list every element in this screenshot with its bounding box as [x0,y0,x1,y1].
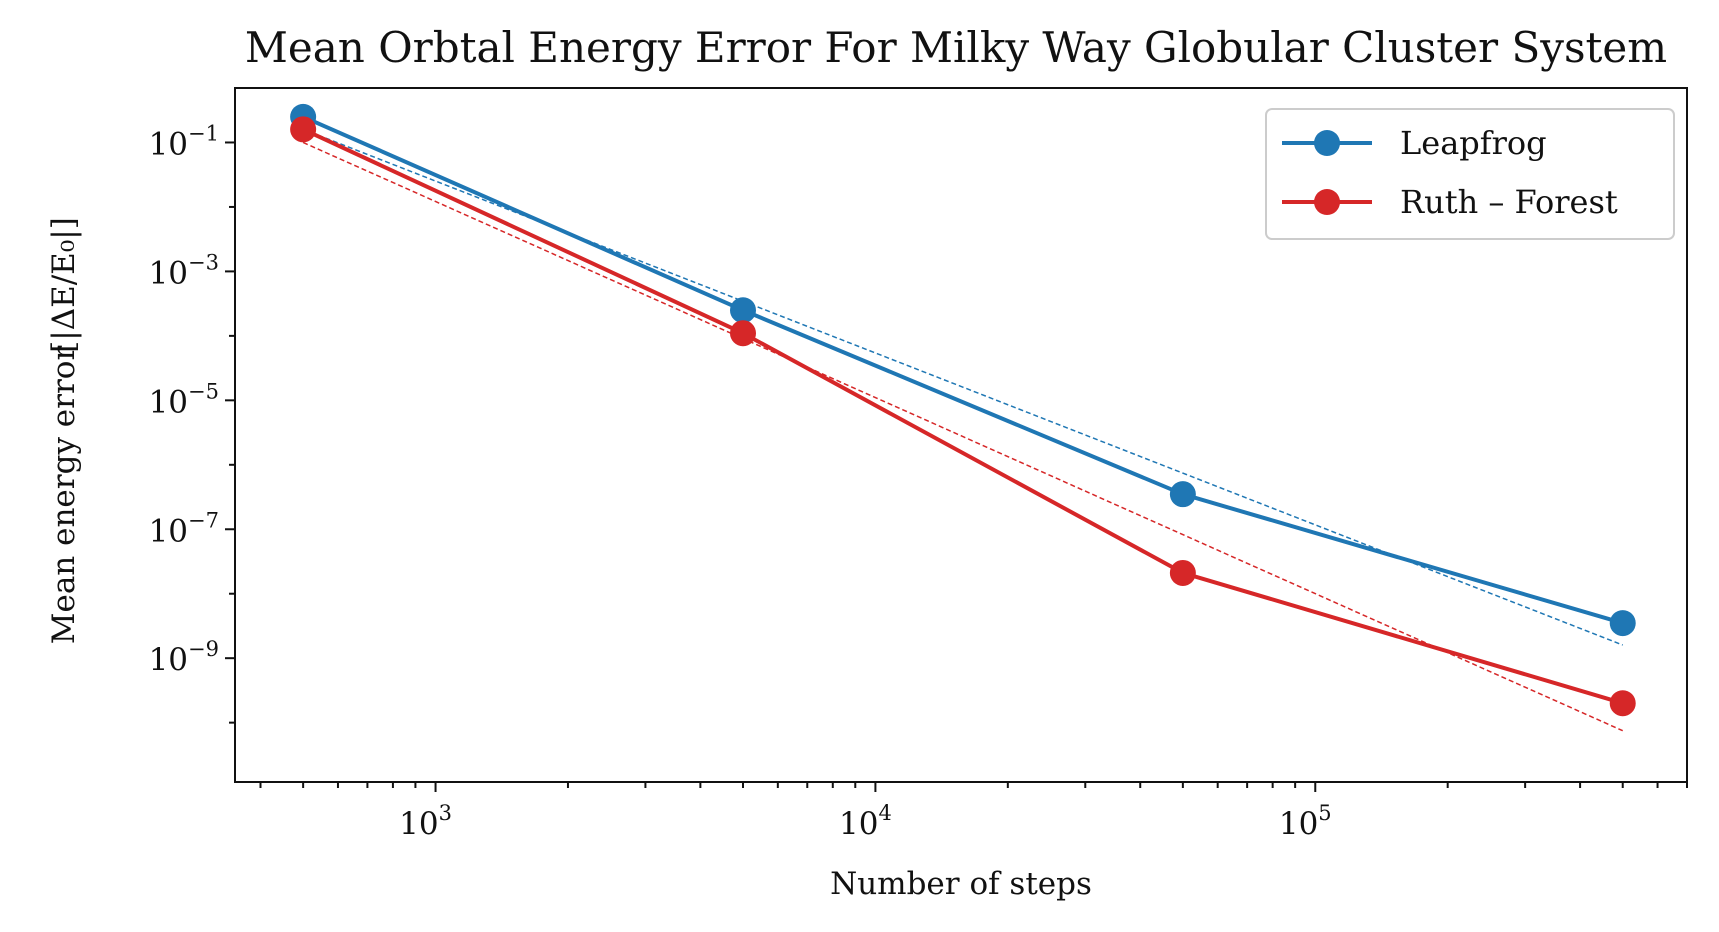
data-point-ruth-forest [729,320,756,347]
y-tick-exponent: −7 [188,508,219,532]
fit-line-ruth-forest [302,141,1624,732]
y-axis-ticks: 10−110−310−510−710−9 [149,121,235,724]
y-tick-label: 10−5 [149,379,219,420]
legend-marker-leapfrog [1314,130,1340,156]
y-tick-base: 10 [149,126,188,162]
y-tick-base: 10 [149,384,188,420]
x-axis-label: Number of steps [830,866,1092,902]
series-lines [301,114,1625,706]
y-tick-exponent: −3 [188,250,219,274]
legend-label-ruth-forest: Ruth – Forest [1400,183,1618,221]
x-axis-ticks: 103 104 105 [259,782,1688,842]
legend-label-leapfrog: Leapfrog [1400,124,1547,162]
y-tick-exponent: −5 [188,379,219,403]
x-tick-exponent: 3 [439,801,452,825]
y-axis-label-group: Mean energy error [|ΔE/E₀|] [46,217,82,644]
y-tick-base: 10 [149,642,188,678]
data-point-leapfrog [1169,481,1196,508]
data-point-ruth-forest [1609,690,1636,717]
y-tick-base: 10 [149,513,188,549]
data-point-leapfrog [729,297,756,324]
y-tick-label: 10−7 [149,508,219,549]
x-tick-exponent: 5 [1318,801,1331,825]
x-tick-base: 10 [839,806,878,842]
legend-marker-ruth-forest [1314,189,1340,215]
y-tick-label: 10−9 [149,637,219,678]
y-axis-label: Mean energy error [46,346,82,645]
x-tick-base: 10 [399,806,438,842]
chart-title: Mean Orbtal Energy Error For Milky Way G… [245,23,1667,72]
plot-area-frame [234,87,1688,783]
data-point-ruth-forest [1169,559,1196,586]
y-tick-exponent: −9 [188,637,219,661]
y-tick-label: 10−1 [149,121,219,162]
series-line-ruth-forest [301,127,1625,706]
y-axis-label-formula: [|ΔE/E₀|] [46,217,82,353]
series-line-leapfrog [301,114,1625,626]
x-tick-label: 105 [1279,801,1332,842]
y-tick-label: 10−3 [149,250,219,291]
legend: Leapfrog Ruth – Forest [1265,108,1675,240]
x-tick-label: 104 [839,801,892,842]
series-points [290,103,1636,717]
y-tick-base: 10 [149,255,188,291]
x-tick-base: 10 [1279,806,1318,842]
x-tick-label: 103 [399,801,452,842]
y-tick-exponent: −1 [188,121,219,145]
data-point-ruth-forest [290,116,317,143]
x-tick-exponent: 4 [878,801,891,825]
data-point-leapfrog [1609,610,1636,637]
